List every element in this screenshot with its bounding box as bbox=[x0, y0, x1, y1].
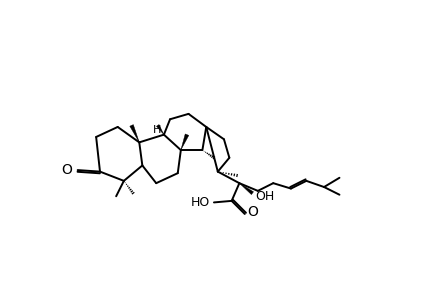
Polygon shape bbox=[157, 125, 164, 135]
Polygon shape bbox=[130, 125, 139, 142]
Text: HO: HO bbox=[191, 196, 210, 209]
Polygon shape bbox=[181, 134, 189, 150]
Polygon shape bbox=[239, 183, 253, 195]
Text: OH: OH bbox=[256, 190, 275, 203]
Text: H: H bbox=[153, 125, 161, 135]
Text: O: O bbox=[62, 163, 72, 177]
Text: O: O bbox=[247, 205, 258, 219]
